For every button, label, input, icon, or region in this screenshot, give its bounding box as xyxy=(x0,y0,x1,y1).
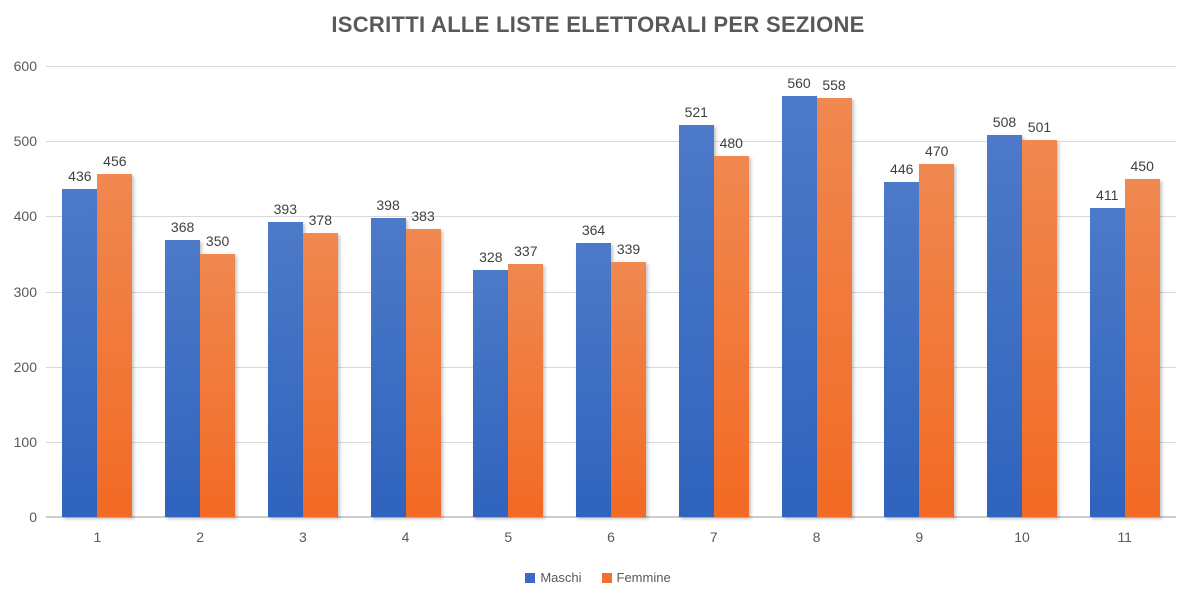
bar-group: 436 456 xyxy=(46,66,149,517)
x-tick-label: 8 xyxy=(812,529,821,545)
y-tick-label: 200 xyxy=(13,358,37,375)
y-tick-label: 600 xyxy=(13,58,37,74)
bar-value-label: 470 xyxy=(925,143,949,159)
x-axis-line xyxy=(46,516,1176,518)
x-tick-label: 5 xyxy=(504,529,513,545)
bar-value-label: 560 xyxy=(787,75,811,91)
bar-group: 364 339 xyxy=(560,66,663,517)
bar-femmine: 350 xyxy=(200,233,236,517)
bar-value-label: 558 xyxy=(822,77,846,93)
bar-value-label: 383 xyxy=(411,208,435,224)
bar-maschi: 398 xyxy=(370,197,406,517)
bar-value-label: 450 xyxy=(1130,158,1154,174)
bar-maschi: 508 xyxy=(986,114,1022,517)
legend-label: Maschi xyxy=(540,570,582,585)
bar-maschi: 368 xyxy=(165,219,201,517)
bar-value-label: 378 xyxy=(308,212,333,228)
bar-group: 411 450 xyxy=(1073,66,1176,517)
bar-femmine: 339 xyxy=(611,241,647,517)
legend-label: Femmine xyxy=(616,570,671,585)
y-tick-label: 100 xyxy=(13,433,37,450)
bar-value-label: 508 xyxy=(992,114,1017,130)
gridline xyxy=(46,141,1176,143)
bar-group: 398 383 xyxy=(354,66,457,517)
legend: Maschi Femmine xyxy=(0,570,1196,585)
plot-area: 0 100 200 300 400 500 600 436 456 368 350 393 378 398… xyxy=(14,58,1176,525)
bar-maschi: 436 xyxy=(62,168,98,517)
bar-value-label: 393 xyxy=(273,201,298,217)
legend-swatch-icon xyxy=(601,572,612,583)
bar-maschi: 411 xyxy=(1089,187,1125,517)
bar-maschi: 393 xyxy=(267,201,303,517)
bar-group: 328 337 xyxy=(457,66,560,517)
x-tick-label: 7 xyxy=(709,529,718,545)
y-tick-label: 400 xyxy=(13,208,37,225)
bar-femmine: 383 xyxy=(405,208,441,517)
bar-value-label: 521 xyxy=(684,104,708,120)
x-axis-labels: 1 2 3 4 5 6 7 8 9 10 11 xyxy=(46,529,1176,545)
chart-title: ISCRITTI ALLE LISTE ELETTORALI PER SEZIO… xyxy=(331,12,865,37)
bar-group: 521 480 xyxy=(662,66,765,517)
bar-maschi: 521 xyxy=(678,104,714,517)
legend-swatch-icon xyxy=(525,572,536,583)
y-tick-label: 300 xyxy=(13,283,37,300)
x-tick-label: 9 xyxy=(915,529,924,545)
bar-femmine: 558 xyxy=(816,77,852,517)
bar-value-label: 339 xyxy=(616,241,641,257)
bar-value-label: 337 xyxy=(514,243,538,259)
bar-group: 368 350 xyxy=(149,66,252,517)
bar-femmine: 378 xyxy=(302,212,338,517)
bar-value-label: 456 xyxy=(103,153,127,169)
bar-femmine: 450 xyxy=(1124,158,1160,517)
bar-group: 393 378 xyxy=(251,66,354,517)
bar-group: 560 558 xyxy=(765,66,868,517)
legend-item-femmine: Femmine xyxy=(601,570,671,585)
bar-value-label: 446 xyxy=(890,161,914,177)
x-tick-label: 11 xyxy=(1117,529,1132,545)
x-tick-label: 2 xyxy=(196,529,204,545)
bar-femmine: 501 xyxy=(1021,119,1057,517)
bar-maschi: 560 xyxy=(781,75,817,517)
bar-value-label: 350 xyxy=(205,233,230,249)
bar-value-label: 411 xyxy=(1096,187,1119,203)
x-tick-label: 4 xyxy=(401,529,410,545)
x-tick-label: 3 xyxy=(298,529,307,545)
bar-groups: 436 456 368 350 393 378 398 383 328 337 364 339 521 4… xyxy=(46,66,1176,517)
x-tick-label: 1 xyxy=(93,529,102,545)
bar-value-label: 501 xyxy=(1027,119,1052,135)
legend-item-maschi: Maschi xyxy=(525,570,582,585)
bar-value-label: 398 xyxy=(376,197,400,213)
bar-value-label: 480 xyxy=(719,135,743,151)
bar-group: 508 501 xyxy=(971,66,1074,517)
gridline xyxy=(46,216,1176,218)
bar-femmine: 470 xyxy=(919,143,955,517)
bar-femmine: 480 xyxy=(713,135,749,517)
bar-maschi: 364 xyxy=(576,222,612,517)
bar-value-label: 328 xyxy=(479,249,503,265)
bar-value-label: 364 xyxy=(581,222,606,238)
x-tick-label: 6 xyxy=(607,529,615,545)
bar-femmine: 456 xyxy=(97,153,133,517)
bar-femmine: 337 xyxy=(508,243,544,517)
bar-value-label: 368 xyxy=(170,219,195,235)
bar-maschi: 446 xyxy=(884,161,920,517)
bar-value-label: 436 xyxy=(68,168,92,184)
y-tick-label: 500 xyxy=(13,133,37,150)
y-tick-label: 0 xyxy=(29,509,37,525)
x-tick-label: 10 xyxy=(1014,529,1030,545)
bar-group: 446 470 xyxy=(868,66,971,517)
gridline xyxy=(46,66,1176,67)
bar-maschi: 328 xyxy=(473,249,509,517)
